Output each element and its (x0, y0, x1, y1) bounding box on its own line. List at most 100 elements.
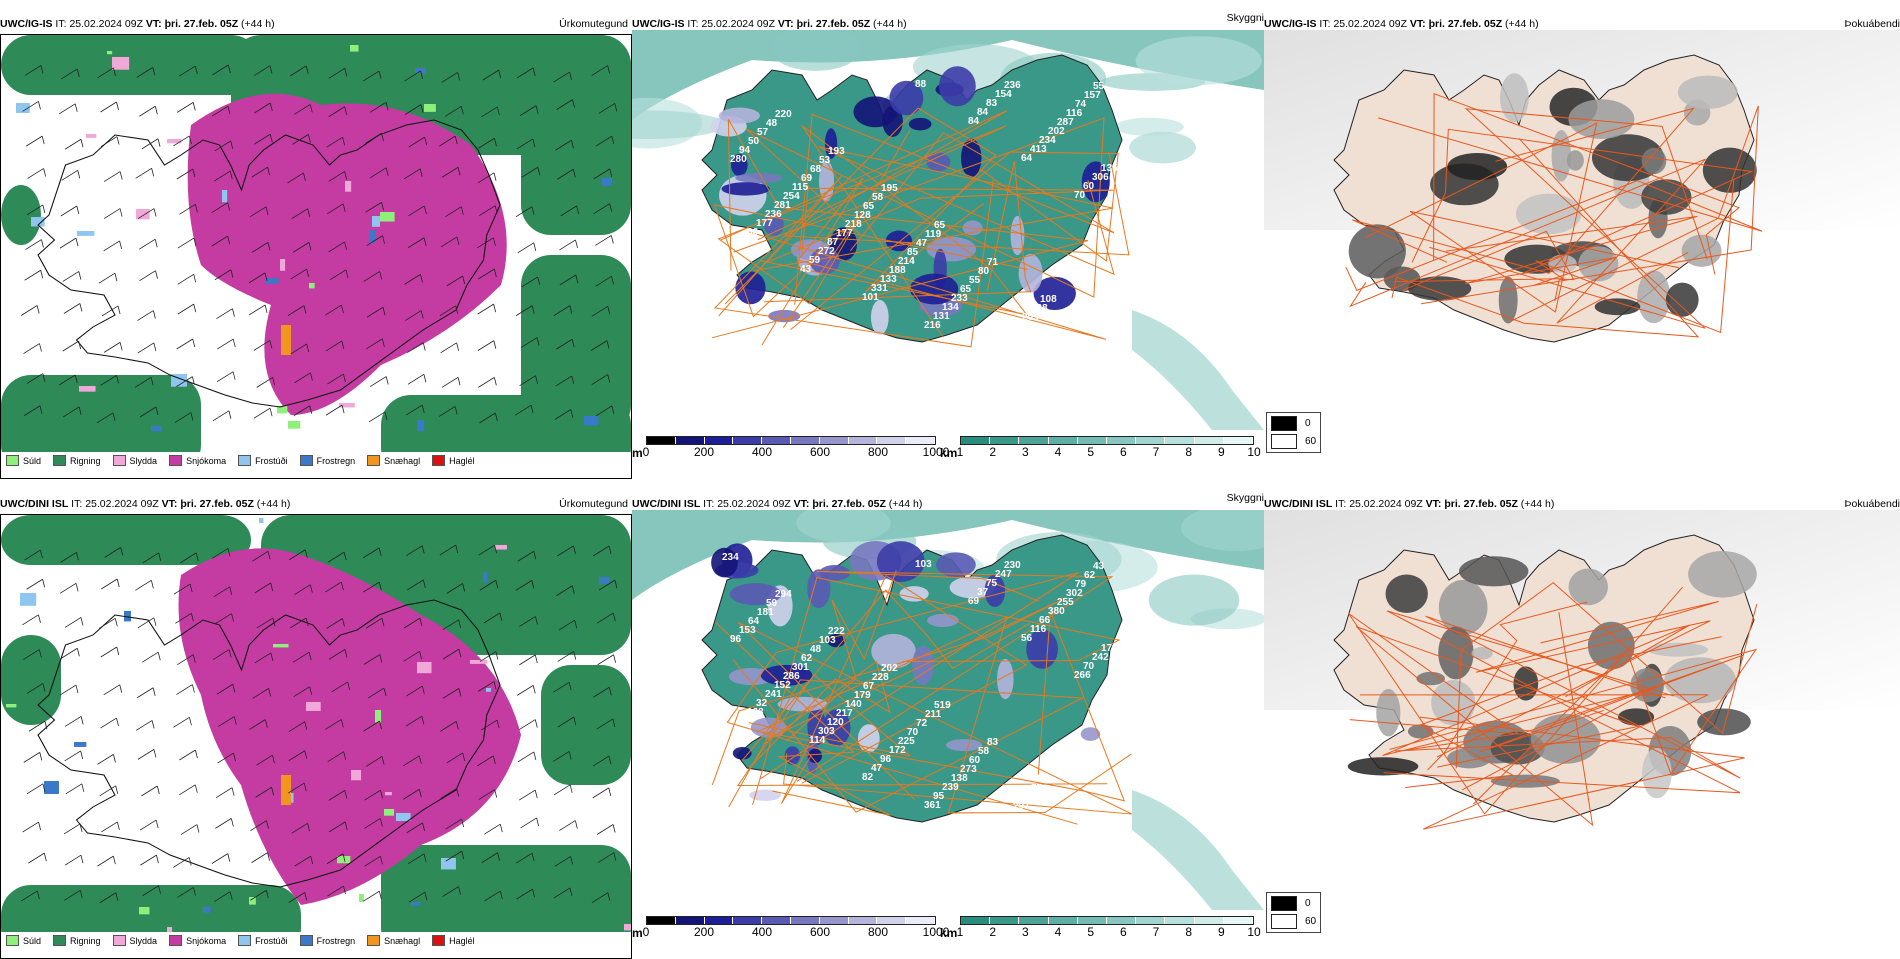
cloud-map[interactable]: 266 220 193 195 65 71 108 55 48 53 58 119 80 168 157 57… (632, 30, 1264, 430)
precip-type-panel: UWC/DINI ISL IT: 25.02.2024 09Z VT: þri.… (0, 494, 632, 959)
model-name: UWC/IG-IS (632, 18, 685, 30)
legend-swatch (238, 455, 252, 466)
cloud-base-label: 72 (916, 718, 928, 729)
colorbar-tick-label: 600 (809, 925, 831, 939)
cloud-base-label: 281 (774, 200, 791, 211)
cloud-base-label: 116 (1066, 108, 1083, 119)
legend-swatch (53, 935, 67, 946)
cloud-base-label: 183 (747, 707, 764, 718)
init-time-value: 25.02.2024 09Z (717, 498, 794, 510)
legend-swatch (112, 935, 126, 946)
colorbar-tick-label: 0 (642, 925, 650, 939)
cloud-base-label: 131 (933, 311, 950, 322)
cloud-base-label: 286 (783, 671, 800, 682)
cloud-base-label: 153 (739, 625, 756, 636)
cloud-base-label: 216 (924, 320, 941, 331)
colorbar-tick-label: 6 (1119, 925, 1127, 939)
legend-label: Slydda (129, 935, 158, 946)
legend-swatch (432, 455, 446, 466)
cloud-base-label: 287 (1057, 117, 1074, 128)
cloud-base-label: 138 (951, 773, 968, 784)
cloud-base-label: 120 (827, 717, 844, 728)
legend-label: Snæhagl (384, 455, 421, 466)
cloud-base-label: 95 (933, 791, 945, 802)
cloud-base-label: 230 (1004, 560, 1021, 571)
cloud-base-label: 57 (1031, 783, 1043, 794)
init-time-label: IT: (687, 18, 702, 30)
panel-title: Þokuábendi (1844, 498, 1900, 510)
cloud-base-label: 214 (898, 256, 915, 267)
cloud-base-label: 280 (730, 154, 747, 165)
legend-item: Frostúði (238, 935, 288, 946)
legend-label: Snjókoma (186, 455, 227, 466)
cloud-base-label: 60 (969, 755, 981, 766)
cloud-base-label: 157 (1084, 90, 1101, 101)
model-name: UWC/IG-IS (0, 18, 53, 30)
valid-time-value: þri. 27.feb. 05Z (1428, 18, 1506, 30)
cloud-base-label: 217 (836, 708, 853, 719)
colorbar-tick-label: 800 (867, 925, 889, 939)
cloud-base-label: 181 (757, 607, 774, 618)
cloud-base-label: 83 (987, 737, 999, 748)
precip-map[interactable] (0, 514, 632, 959)
panel-title: Úrkomutegund (559, 498, 628, 510)
colorbar-tick-label: 2 (989, 925, 996, 939)
cloud-base-label: 65 (863, 201, 875, 212)
cloud-base-label: 218 (845, 219, 862, 230)
cloud-base-label: 43 (800, 264, 812, 275)
cloud-height-colorbar: 0 200 400 600 800 1000 (642, 916, 949, 939)
model-name: UWC/DINI ISL (1264, 498, 1333, 510)
cloud-map[interactable]: 234 294 222 202 519 83 49 43 59 103 228 211 58 57 62 18… (632, 510, 1264, 910)
lead-time: (+44 h) (256, 498, 291, 510)
legend-item: Haglél (432, 935, 475, 946)
colorbar-tick-label: 600 (809, 445, 831, 459)
cloud-base-label: 301 (792, 662, 809, 673)
legend-swatch (1271, 434, 1297, 449)
cloud-base-label: 266 (722, 72, 739, 83)
legend-label: Haglél (449, 935, 475, 946)
legend-item: 0 (1271, 416, 1316, 431)
panel-header: UWC/DINI ISL IT: 25.02.2024 09Z VT: þri.… (0, 494, 290, 514)
cloud-base-label: 62 (1084, 570, 1096, 581)
colorbar-tick-label: 1 (956, 445, 964, 459)
legend-label: 60 (1305, 436, 1317, 447)
fog-map[interactable] (1264, 30, 1900, 430)
legend-item: Snæhagl (367, 455, 420, 466)
cloud-base-label: 255 (1057, 597, 1074, 608)
legend-item: Snjókoma (169, 455, 226, 466)
legend-item: 60 (1271, 914, 1316, 929)
cloud-base-label: 48 (766, 118, 778, 129)
cloud-base-label: 177 (836, 228, 853, 239)
cloud-base-label: 152 (774, 680, 791, 691)
cloud-base-label: 179 (854, 690, 871, 701)
legend-swatch (6, 455, 19, 466)
init-time-label: IT: (71, 498, 86, 510)
cloud-base-label: 242 (1092, 652, 1109, 663)
cloud-base-label: 220 (775, 109, 792, 120)
fog-map[interactable] (1264, 510, 1900, 910)
cloud-base-label: 195 (881, 183, 898, 194)
precip-map[interactable] (0, 34, 632, 479)
precip-type-panel: UWC/IG-IS IT: 25.02.2024 09Z VT: þri. 27… (0, 14, 632, 479)
cloud-base-label: 82 (862, 772, 874, 783)
cloud-base-label: 64 (748, 616, 760, 627)
cloud-base-label: 116 (1030, 624, 1047, 635)
legend-swatch (169, 455, 183, 466)
cloud-base-label: 202 (881, 663, 898, 674)
cloud-base-label: 62 (801, 653, 813, 664)
legend-item: Slydda (112, 455, 157, 466)
cloud-base-label: 133 (880, 274, 897, 285)
colorbar-tick-label: 1000 (922, 925, 950, 939)
cloud-base-label: 65 (960, 284, 972, 295)
legend-swatch (299, 935, 313, 946)
cloud-base-label: 103 (819, 635, 836, 646)
cloud-base-label: 37 (977, 587, 989, 598)
colorbar-tick-label: 6 (1119, 445, 1127, 459)
cloud-base-label: 74 (1075, 99, 1087, 110)
legend-item: Haglél (432, 455, 475, 466)
cloud-base-label: 128 (854, 210, 871, 221)
cloud-base-label: 56 (1021, 633, 1033, 644)
cloud-base-label: 196 (1022, 792, 1039, 803)
cloud-base-label: 70 (1083, 661, 1095, 672)
cloud-base-label: 135 (1101, 163, 1118, 174)
